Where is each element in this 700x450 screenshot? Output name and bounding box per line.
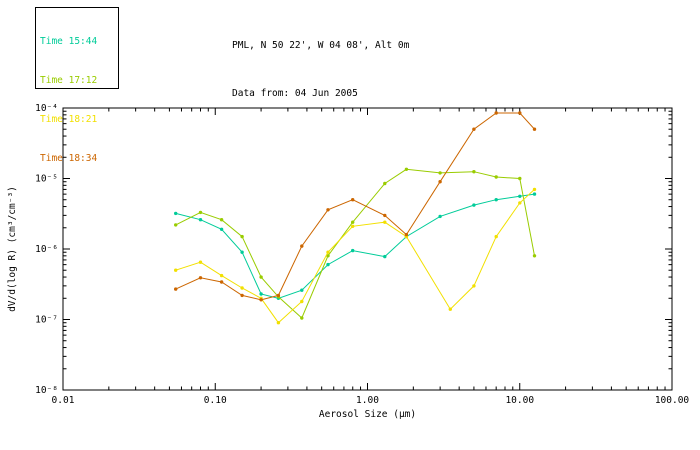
series-marker-2: [532, 187, 537, 192]
series-line-1: [175, 168, 535, 319]
chart-subtitle: Data from: 04 Jun 2005: [232, 88, 358, 99]
x-tick-label: 100.00: [655, 395, 690, 406]
series-marker-3: [518, 111, 522, 115]
legend-item-1712: Time 17:12: [40, 75, 98, 86]
series-marker-1: [198, 210, 203, 215]
series-marker-2: [494, 234, 498, 239]
series-marker-0: [472, 203, 476, 207]
series-marker-2: [472, 284, 476, 288]
series-marker-0: [351, 248, 355, 253]
series-marker-3: [383, 213, 387, 218]
series-marker-2: [300, 299, 304, 304]
series-line-3: [175, 112, 535, 301]
series-marker-0: [174, 211, 178, 216]
series-marker-0: [494, 198, 498, 202]
series-marker-2: [351, 224, 355, 228]
series-marker-0: [219, 227, 224, 231]
series-marker-0: [518, 194, 522, 198]
series-marker-2: [198, 260, 203, 264]
series-marker-2: [276, 321, 281, 325]
plot-frame: [62, 107, 673, 391]
x-tick-label: 10.00: [505, 395, 534, 406]
series-marker-3: [198, 276, 203, 280]
series-marker-2: [448, 307, 452, 311]
series-marker-3: [438, 180, 442, 184]
y-tick-label: 10⁻⁸: [35, 385, 58, 396]
series-marker-3: [276, 293, 281, 298]
legend-item-1544: Time 15:44: [40, 36, 98, 47]
series-marker-1: [326, 254, 330, 258]
series-marker-3: [472, 127, 476, 131]
legend-item-1834: Time 18:34: [40, 153, 98, 164]
series-marker-2: [219, 273, 224, 278]
series-marker-3: [259, 298, 263, 302]
series-marker-3: [219, 280, 224, 284]
series-marker-1: [300, 316, 304, 320]
series-marker-0: [532, 192, 537, 196]
x-tick-label: 1.00: [356, 395, 379, 406]
series-marker-3: [494, 111, 498, 115]
series-marker-1: [494, 175, 498, 179]
series-marker-1: [259, 275, 263, 279]
series-marker-3: [326, 208, 330, 212]
series-marker-1: [438, 171, 442, 175]
series-marker-0: [259, 292, 263, 296]
series-marker-2: [174, 268, 178, 272]
series-marker-2: [326, 250, 330, 254]
series-marker-1: [532, 254, 537, 258]
y-tick-label: 10⁻⁴: [35, 103, 58, 114]
series-marker-2: [240, 286, 244, 290]
series-marker-0: [300, 288, 304, 292]
y-tick-label: 10⁻⁵: [35, 174, 58, 185]
series-marker-1: [518, 176, 522, 181]
series-marker-1: [383, 181, 387, 186]
x-axis-title: Aerosol Size (μm): [319, 409, 416, 420]
series-marker-1: [219, 218, 224, 222]
series-marker-1: [351, 220, 355, 224]
x-tick-label: 0.10: [204, 395, 227, 406]
y-tick-label: 10⁻⁷: [35, 315, 58, 326]
series-marker-2: [383, 220, 387, 224]
legend: Time 15:44 Time 17:12 Time 18:21 Time 18…: [35, 7, 119, 164]
series-marker-1: [174, 223, 178, 227]
series-marker-0: [383, 254, 387, 259]
series-marker-3: [300, 244, 304, 248]
series-line-0: [175, 193, 535, 299]
series-marker-0: [438, 214, 442, 219]
chart-header: PML, N 50 22', W 04 08', Alt 0m Data fro…: [232, 6, 409, 134]
legend-item-1821: Time 18:21: [40, 114, 98, 125]
series-marker-0: [240, 250, 244, 254]
series-marker-1: [404, 167, 409, 171]
series-marker-3: [240, 293, 244, 298]
series-marker-3: [351, 198, 355, 202]
series-marker-0: [326, 262, 330, 267]
series-marker-0: [198, 218, 203, 222]
series-marker-3: [174, 287, 178, 291]
series-marker-1: [240, 234, 244, 239]
series-marker-3: [404, 232, 409, 237]
chart-title: PML, N 50 22', W 04 08', Alt 0m: [232, 40, 410, 51]
y-axis-title: dV/d(log R) (cm³/cm⁻³): [7, 186, 18, 312]
series-marker-2: [518, 201, 522, 205]
x-tick-label: 0.01: [52, 395, 75, 406]
series-marker-3: [532, 127, 537, 131]
series-marker-1: [472, 170, 476, 174]
y-tick-label: 10⁻⁶: [35, 244, 58, 255]
series-line-2: [175, 189, 535, 324]
